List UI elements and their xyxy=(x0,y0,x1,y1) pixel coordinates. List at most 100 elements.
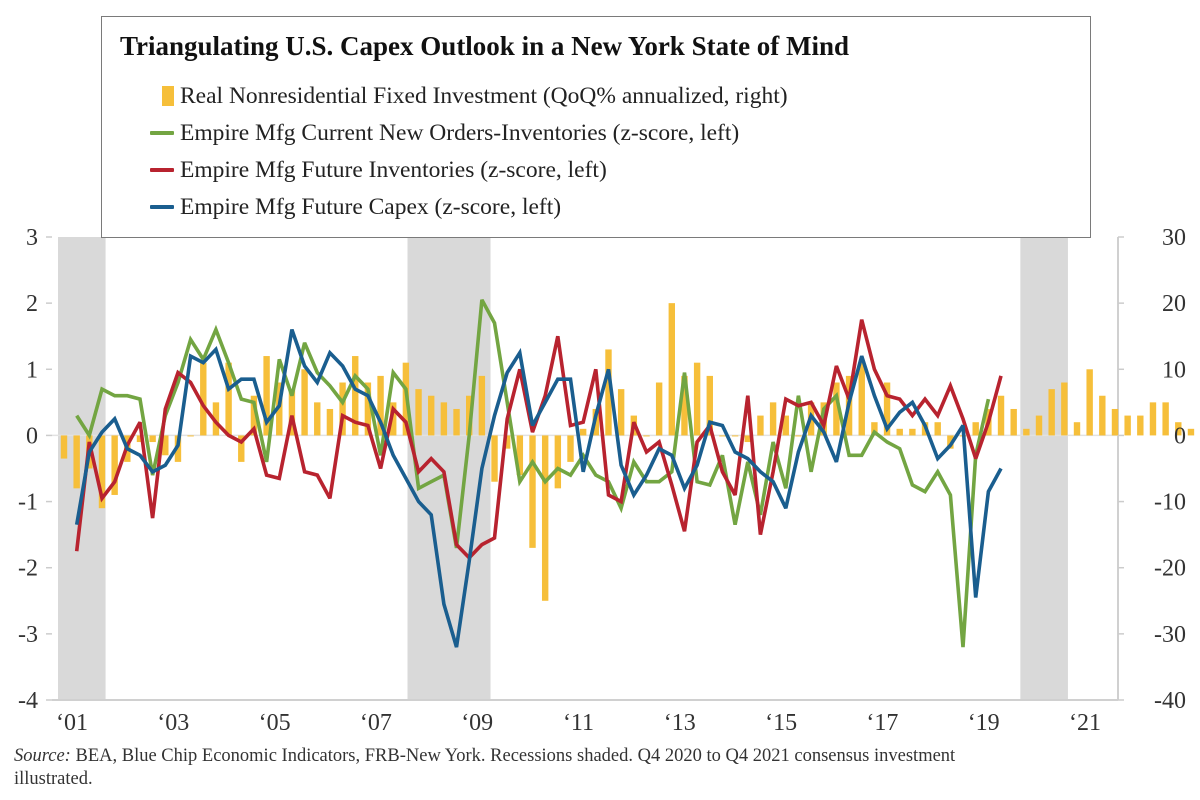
legend-item-new-orders: Empire Mfg Current New Orders-Inventorie… xyxy=(132,116,739,150)
investment-bar xyxy=(314,402,321,436)
x-tick-label: ‘05 xyxy=(259,710,291,736)
legend-label: Empire Mfg Future Inventories (z-score, … xyxy=(180,156,607,183)
investment-bar xyxy=(428,395,435,436)
investment-bar xyxy=(250,395,258,436)
investment-bar xyxy=(212,402,220,436)
investment-bar xyxy=(288,389,296,436)
investment-bar xyxy=(833,382,840,436)
legend-label: Real Nonresidential Fixed Investment (Qo… xyxy=(180,82,788,109)
investment-bar xyxy=(1048,389,1055,436)
investment-bar xyxy=(541,435,549,601)
investment-bar xyxy=(466,395,473,436)
investment-bar xyxy=(1035,415,1043,436)
investment-bar xyxy=(390,402,397,436)
investment-bar xyxy=(263,356,270,436)
investment-bar xyxy=(415,389,422,436)
investment-bar xyxy=(1124,415,1131,436)
bar-swatch-icon xyxy=(162,86,174,106)
investment-bar xyxy=(896,428,903,436)
source-note: Source: BEA, Blue Chip Economic Indicato… xyxy=(14,745,1014,791)
investment-bar xyxy=(529,435,536,548)
investment-bar xyxy=(795,435,802,437)
investment-bar xyxy=(1162,402,1169,436)
legend-label: Empire Mfg Future Capex (z-score, left) xyxy=(180,193,562,220)
investment-bar xyxy=(655,382,663,436)
right-tick-label: -40 xyxy=(1154,688,1186,714)
investment-bar xyxy=(1023,428,1030,436)
investment-bar xyxy=(554,435,562,489)
right-tick-label: -20 xyxy=(1154,556,1186,582)
investment-bar xyxy=(352,356,359,436)
line-swatch-icon xyxy=(150,168,174,172)
investment-bar xyxy=(491,435,498,482)
investment-bar xyxy=(1175,422,1182,436)
investment-bar xyxy=(858,362,865,436)
investment-bar xyxy=(98,435,106,509)
investment-bar xyxy=(1061,382,1068,436)
left-tick-label: 1 xyxy=(26,357,38,383)
investment-bar xyxy=(200,362,207,436)
investment-bar xyxy=(1111,408,1119,436)
investment-bar xyxy=(1010,408,1017,436)
investment-bar xyxy=(136,435,144,443)
investment-bar xyxy=(757,415,764,436)
investment-bar xyxy=(453,408,460,436)
investment-bar xyxy=(744,435,751,443)
x-tick-label: ‘07 xyxy=(360,710,392,736)
investment-bar xyxy=(668,303,675,436)
investment-bar xyxy=(693,362,701,436)
left-tick-label: -3 xyxy=(18,622,38,648)
source-text: BEA, Blue Chip Economic Indicators, FRB-… xyxy=(14,746,956,789)
investment-bar xyxy=(782,415,789,436)
investment-bar xyxy=(681,375,688,436)
future-capex-line xyxy=(74,329,1003,648)
survey-lines xyxy=(74,298,1003,648)
x-tick-label: ‘11 xyxy=(563,710,594,736)
left-tick-label: 3 xyxy=(26,225,38,251)
right-tick-label: 0 xyxy=(1174,423,1186,449)
investment-bar xyxy=(364,382,372,436)
investment-bar xyxy=(339,382,346,436)
investment-bar xyxy=(478,375,486,436)
line-swatch-icon xyxy=(150,131,174,135)
line-swatch-icon xyxy=(150,205,174,209)
investment-bar xyxy=(187,435,194,437)
recession-shading xyxy=(58,237,1068,700)
investment-bar xyxy=(301,369,308,436)
future-inventories-line xyxy=(74,319,1003,561)
investment-bar xyxy=(516,435,524,476)
right-tick-label: 20 xyxy=(1162,291,1186,317)
investment-bar xyxy=(617,389,625,436)
investment-bar xyxy=(326,408,334,436)
investment-bar xyxy=(972,422,979,436)
investment-bar xyxy=(377,375,384,436)
investment-bar xyxy=(1149,402,1157,436)
investment-bar xyxy=(60,435,68,459)
x-tick-label: ‘01 xyxy=(56,710,88,736)
recession-band xyxy=(1020,237,1068,700)
left-tick-label: -2 xyxy=(18,556,38,582)
investment-bar xyxy=(997,395,1005,436)
investment-bar xyxy=(934,422,941,436)
investment-bar xyxy=(111,435,118,495)
investment-bar xyxy=(883,382,891,436)
investment-bar xyxy=(567,435,574,462)
investment-bar xyxy=(731,435,739,437)
investment-bar xyxy=(719,435,726,437)
investment-bar xyxy=(1086,369,1093,436)
chart-title: Triangulating U.S. Capex Outlook in a Ne… xyxy=(120,31,850,61)
left-tick-label: 0 xyxy=(26,423,38,449)
investment-bar xyxy=(503,435,511,449)
investment-bar xyxy=(276,382,283,436)
investment-bar xyxy=(162,435,169,456)
legend: Triangulating U.S. Capex Outlook in a Ne… xyxy=(101,16,1091,238)
legend-item-investment: Real Nonresidential Fixed Investment (Qo… xyxy=(132,79,788,113)
investment-bar xyxy=(238,435,245,462)
investment-bar xyxy=(1187,428,1195,436)
investment-bar xyxy=(871,422,878,436)
x-tick-label: ‘15 xyxy=(765,710,797,736)
x-tick-label: ‘13 xyxy=(664,710,696,736)
investment-bar xyxy=(440,402,448,436)
investment-bar xyxy=(73,435,80,489)
